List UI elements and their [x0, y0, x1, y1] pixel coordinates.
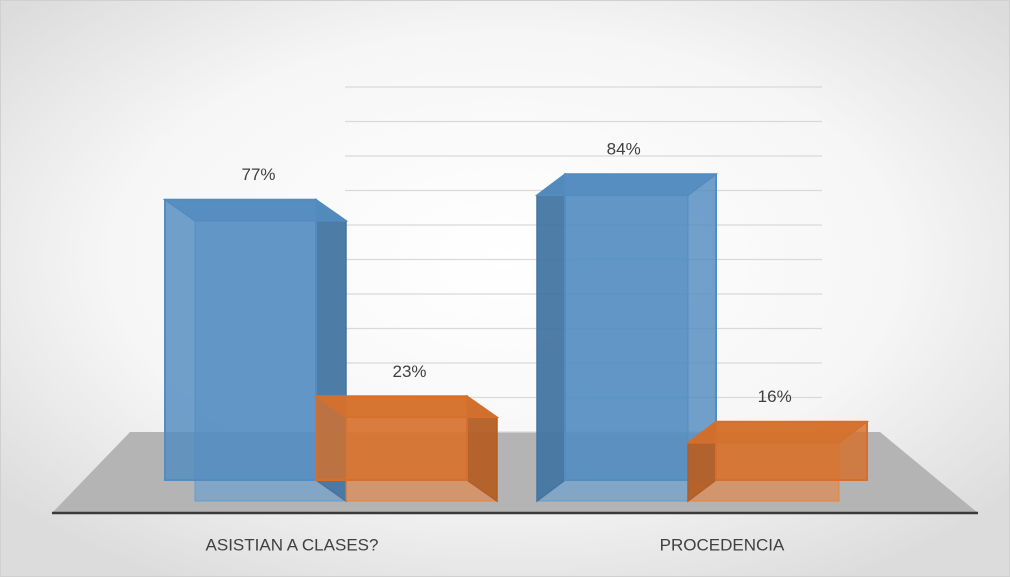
data-label: 77% [241, 165, 275, 184]
bar [162, 198, 349, 503]
data-label: 16% [758, 387, 792, 406]
bar-side [536, 172, 566, 503]
bar [534, 172, 719, 503]
x-tick-label: ASISTIAN A CLASES? [206, 535, 379, 554]
data-label: 84% [607, 140, 641, 159]
x-tick-label: PROCEDENCIA [660, 535, 785, 554]
bar-front [315, 395, 468, 481]
bar-front [564, 173, 717, 482]
bar [685, 420, 870, 503]
bar-front [715, 420, 868, 482]
bar-front [164, 198, 317, 481]
data-label: 23% [392, 362, 426, 381]
bar [313, 394, 500, 503]
